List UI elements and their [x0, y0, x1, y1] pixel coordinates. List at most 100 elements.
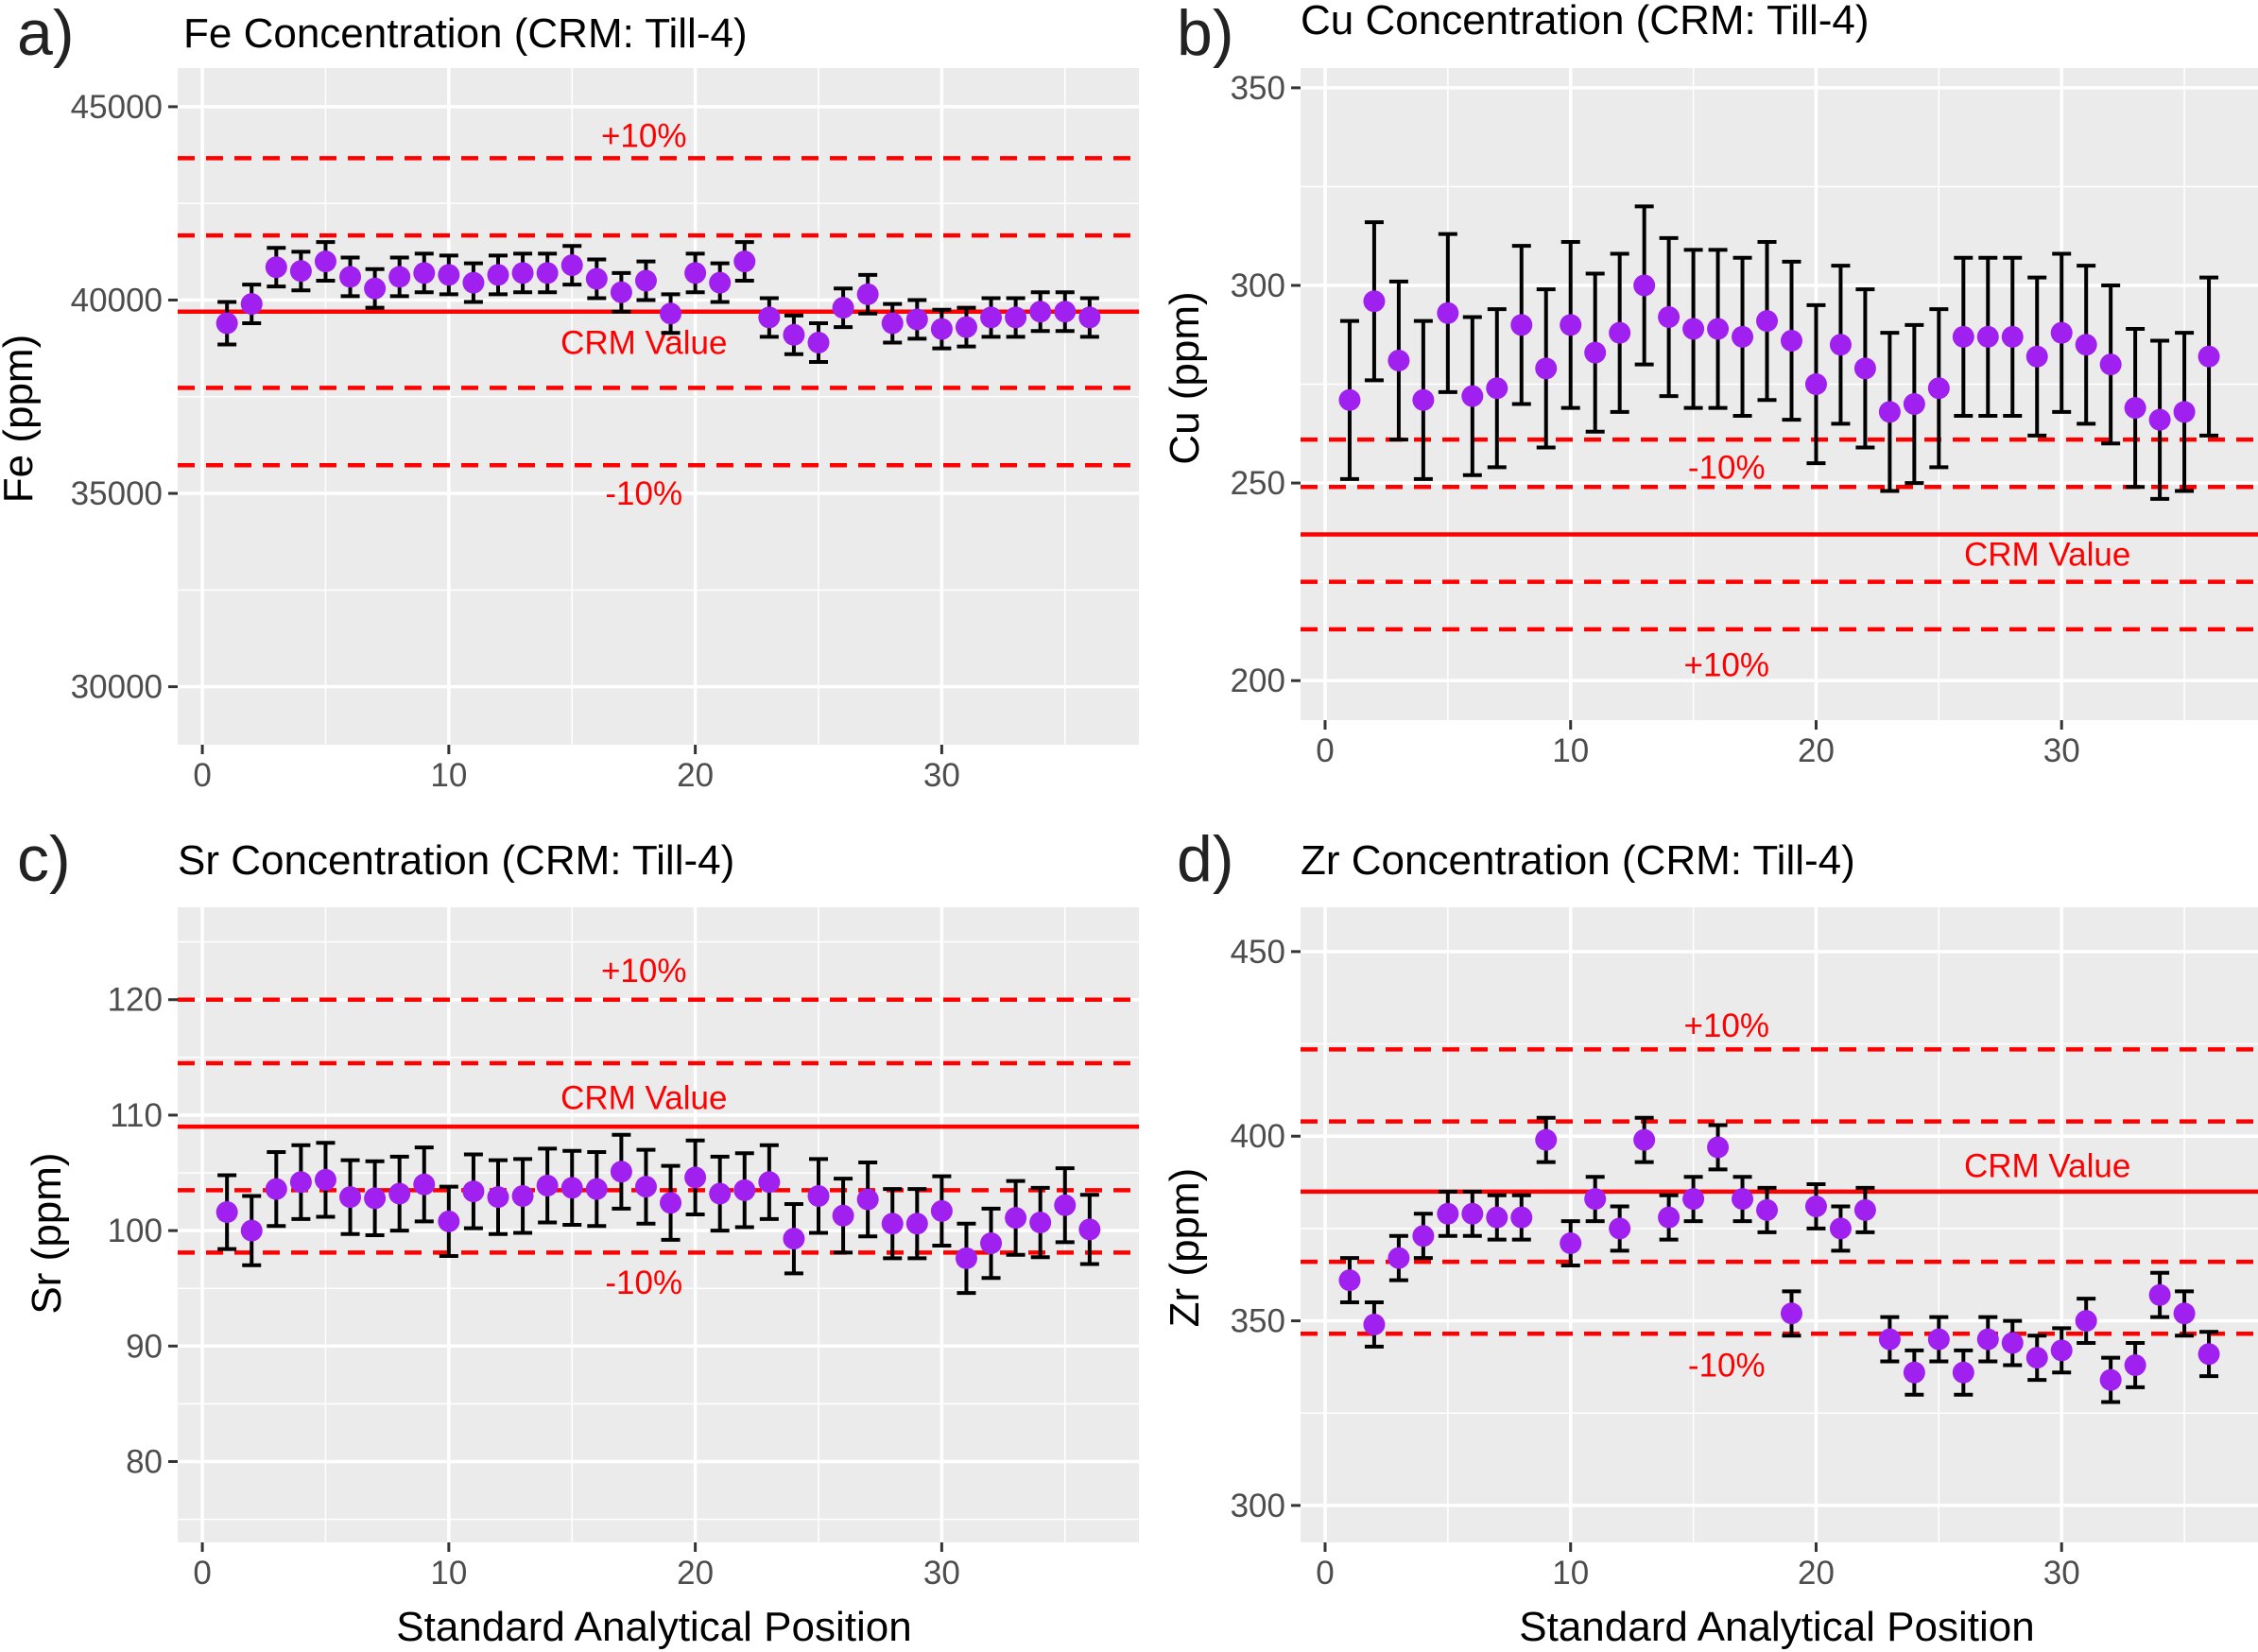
- panel-label-d: d): [1177, 823, 1233, 895]
- data-point: [1560, 1232, 1582, 1255]
- data-point: [364, 1187, 387, 1210]
- data-point: [2099, 1368, 2122, 1391]
- data-point: [2148, 1283, 2171, 1306]
- data-point: [438, 264, 460, 286]
- x-tick-label: 0: [193, 1555, 211, 1592]
- data-point: [462, 271, 485, 294]
- data-point: [1609, 321, 1631, 344]
- data-point: [240, 1219, 263, 1242]
- data-point: [980, 1232, 1003, 1255]
- data-point: [536, 1174, 559, 1196]
- data-point: [610, 1161, 632, 1183]
- data-point: [1780, 330, 1802, 353]
- data-point: [2025, 345, 2048, 368]
- data-point: [1658, 1206, 1681, 1229]
- reference-label: CRM Value: [1964, 536, 2130, 573]
- data-point: [1029, 1212, 1052, 1234]
- data-point: [1878, 1328, 1901, 1351]
- reference-label: +10%: [1684, 1007, 1770, 1044]
- data-point: [1633, 1128, 1656, 1151]
- panel-a-ylabel: Fe (ppm): [0, 335, 42, 503]
- x-tick-label: 30: [923, 757, 960, 794]
- data-point: [1363, 290, 1386, 313]
- data-point: [1078, 1218, 1101, 1241]
- x-tick-label: 10: [1552, 1555, 1589, 1592]
- y-tick-label: 350: [1231, 70, 1285, 107]
- data-point: [1829, 1217, 1852, 1240]
- data-point: [1853, 1198, 1876, 1221]
- data-point: [265, 1178, 287, 1200]
- reference-label: CRM Value: [560, 324, 727, 361]
- y-tick-label: 35000: [71, 475, 163, 512]
- y-tick-label: 450: [1231, 934, 1285, 971]
- data-point: [1412, 1225, 1435, 1248]
- y-tick-label: 80: [126, 1443, 163, 1480]
- data-point: [1584, 341, 1607, 364]
- data-point: [980, 306, 1003, 329]
- data-point: [1707, 318, 1730, 340]
- data-point: [733, 250, 756, 273]
- data-point: [1363, 1313, 1386, 1335]
- data-point: [1412, 388, 1435, 411]
- data-point: [783, 323, 805, 346]
- data-point: [660, 1192, 682, 1214]
- data-point: [1903, 1361, 1925, 1384]
- panel-label-b: b): [1177, 0, 1233, 69]
- reference-label: -10%: [605, 1265, 682, 1301]
- data-point: [1338, 1269, 1361, 1292]
- data-point: [314, 1168, 336, 1191]
- data-point: [1609, 1217, 1631, 1240]
- data-point: [881, 1213, 904, 1235]
- data-point: [2075, 334, 2097, 356]
- y-tick-label: 45000: [71, 89, 163, 126]
- data-point: [807, 1184, 830, 1207]
- data-point: [1633, 274, 1656, 297]
- y-tick-label: 90: [126, 1328, 163, 1365]
- data-point: [856, 1188, 879, 1211]
- x-tick-label: 20: [677, 1555, 714, 1592]
- data-point: [1054, 301, 1077, 323]
- data-point: [1584, 1188, 1607, 1211]
- reference-label: +10%: [601, 118, 687, 155]
- panel-c: c) Sr Concentration (CRM: Till-4) Sr (pp…: [17, 823, 1139, 1650]
- data-point: [1732, 325, 1754, 348]
- data-point: [1535, 1128, 1558, 1151]
- data-point: [2050, 1339, 2073, 1362]
- data-point: [2075, 1310, 2097, 1333]
- panel-a-plot: 0 10 20 30 30000 35000 40000 45000 CRM Value +10%…: [71, 68, 1139, 794]
- panel-b-title: Cu Concentration (CRM: Till-4): [1301, 0, 1870, 43]
- y-tick-label: 110: [110, 1097, 163, 1134]
- x-tick-label: 0: [1316, 732, 1334, 769]
- data-point: [2001, 1332, 2024, 1354]
- data-point: [240, 293, 263, 316]
- data-point: [1486, 377, 1508, 400]
- data-point: [1952, 1361, 1974, 1384]
- reference-label: -10%: [1688, 449, 1766, 486]
- data-point: [634, 269, 657, 292]
- data-point: [1853, 357, 1876, 380]
- data-point: [930, 1199, 953, 1222]
- data-point: [1510, 1206, 1533, 1229]
- data-point: [1756, 1198, 1779, 1221]
- panel-d-background: [1301, 907, 2258, 1542]
- data-point: [1780, 1302, 1802, 1325]
- panel-a-title: Fe Concentration (CRM: Till-4): [183, 10, 748, 57]
- data-point: [1005, 1207, 1027, 1230]
- y-tick-label: 100: [108, 1213, 163, 1249]
- panel-d-ylabel: Zr (ppm): [1162, 1168, 1208, 1328]
- data-point: [1461, 1202, 1484, 1225]
- data-point: [1560, 314, 1582, 336]
- panel-label-a: a): [17, 0, 74, 69]
- reference-label: -10%: [1688, 1347, 1766, 1384]
- data-point: [487, 1186, 509, 1209]
- panel-c-plot: 0 10 20 30 80 90 100 110 120 CRM Value +10% -10%: [108, 907, 1139, 1592]
- data-point: [2099, 353, 2122, 376]
- data-point: [2025, 1347, 2048, 1369]
- data-point: [487, 264, 509, 286]
- data-point: [560, 254, 583, 277]
- data-point: [1804, 373, 1827, 396]
- y-tick-label: 300: [1231, 267, 1285, 304]
- data-point: [215, 312, 238, 335]
- data-point: [1054, 1194, 1077, 1216]
